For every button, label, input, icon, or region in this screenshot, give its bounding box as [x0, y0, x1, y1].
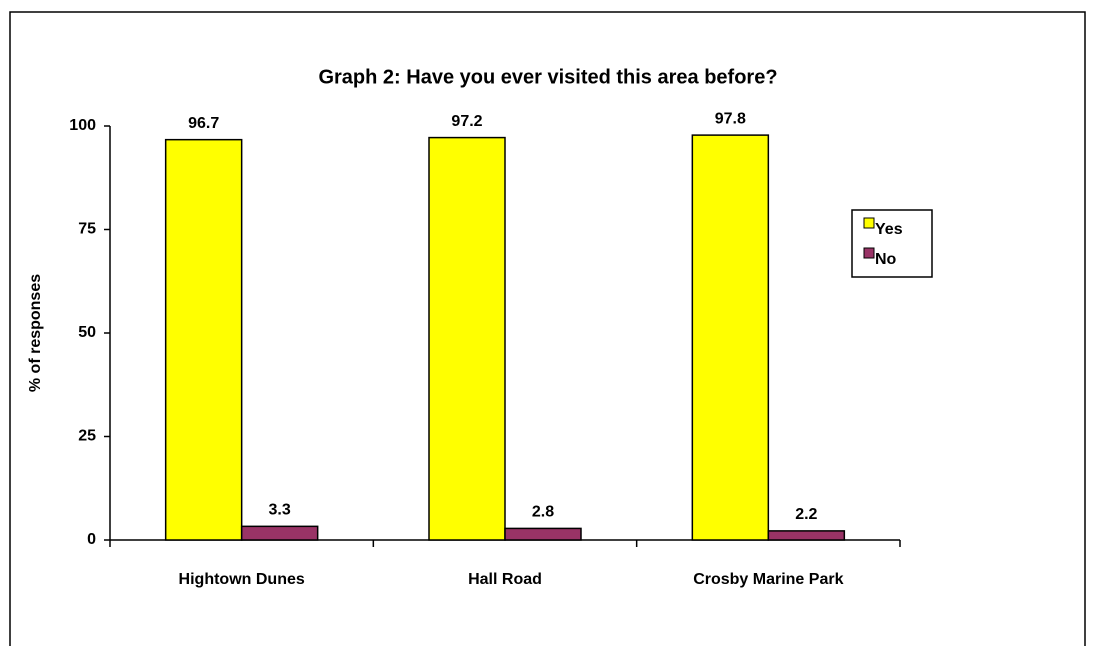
data-label: 97.8: [715, 110, 746, 127]
chart-title: Graph 2: Have you ever visited this area…: [318, 66, 777, 88]
bar: [767, 530, 846, 541]
y-tick-label: 25: [78, 428, 96, 445]
x-tick-label: Hall Road: [468, 571, 542, 588]
bar: [240, 525, 319, 541]
data-label: 3.3: [269, 502, 291, 519]
x-tick-label: Hightown Dunes: [179, 571, 305, 588]
bar: [428, 136, 506, 541]
bar: [691, 134, 770, 541]
y-axis-label: % of responses: [27, 274, 44, 392]
y-tick-label: 50: [78, 324, 96, 341]
data-label: 2.8: [532, 504, 554, 521]
y-tick-label: 75: [78, 221, 96, 238]
y-tick-label: 0: [87, 531, 96, 548]
legend-label: No: [875, 251, 897, 268]
bar: [164, 138, 243, 541]
legend-swatch: [863, 247, 875, 259]
x-tick-label: Crosby Marine Park: [693, 571, 843, 588]
data-label: 2.2: [795, 506, 817, 523]
y-tick-label: 100: [69, 117, 96, 134]
legend-label: Yes: [875, 221, 903, 238]
data-label: 97.2: [451, 113, 482, 130]
data-label: 96.7: [188, 115, 219, 132]
legend-swatch: [863, 217, 875, 229]
bar: [504, 527, 582, 541]
